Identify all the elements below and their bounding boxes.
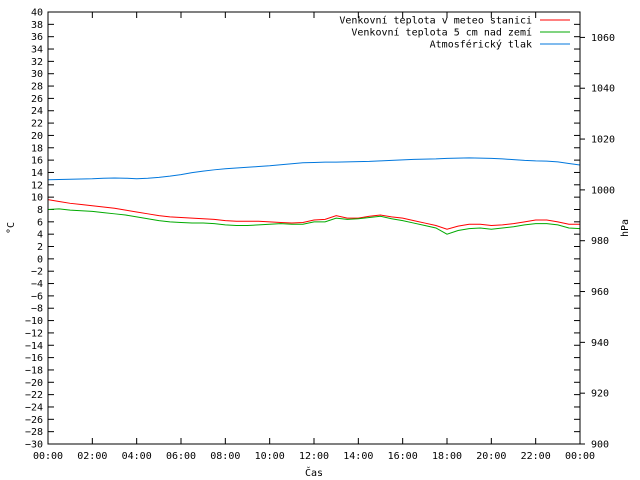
y2-axis-title: hPa [620,219,631,237]
x-tick-label: 00:00 [565,451,595,462]
y-tick-label: 18 [31,143,43,154]
y-tick-label: 38 [31,20,43,31]
y2-tick-label: 940 [591,338,609,349]
y2-tick-label: 1020 [591,135,615,146]
x-tick-label: 08:00 [210,451,240,462]
x-tick-label: 04:00 [122,451,152,462]
y-tick-label: 10 [31,193,43,204]
legend-label-2: Venkovní teplota 5 cm nad zemí [351,27,532,39]
ticks-layer [47,11,585,445]
y-tick-label: 30 [31,69,43,80]
y-tick-label: −8 [31,304,43,315]
y-tick-label: −20 [25,378,43,389]
series-line-1 [47,199,580,230]
plot-frame [47,11,581,445]
y2-tick-label: 1000 [591,185,615,196]
x-tick-label: 02:00 [77,451,107,462]
y-tick-label: 26 [31,94,43,105]
labels-layer: 4038363432302826242220181614121086420−2−… [25,8,615,463]
x-axis-title: Čas [305,466,323,479]
lines-layer [47,157,581,235]
y-tick-label: 8 [37,205,43,216]
x-tick-label: 10:00 [255,451,285,462]
y-tick-label: 20 [31,131,43,142]
y-tick-label: 2 [37,242,43,253]
legend-label-1: Venkovní teplota v meteo stanici [339,15,532,27]
x-tick-label: 06:00 [166,451,196,462]
y-tick-label: 6 [37,217,43,228]
y-tick-label: 40 [31,8,43,19]
x-tick-label: 22:00 [521,451,551,462]
y-tick-label: 24 [31,106,43,117]
y-tick-label: −10 [25,316,43,327]
y-tick-label: −14 [25,341,43,352]
x-tick-label: 16:00 [388,451,418,462]
x-tick-label: 20:00 [476,451,506,462]
y-tick-label: −30 [25,440,43,451]
y-tick-label: −12 [25,328,43,339]
y-tick-label: −18 [25,365,43,376]
x-tick-label: 18:00 [432,451,462,462]
y-tick-label: −6 [31,291,43,302]
y-tick-label: −16 [25,353,43,364]
y2-tick-label: 900 [591,440,609,451]
y-tick-label: 12 [31,180,43,191]
y-tick-label: 22 [31,119,43,130]
y-tick-label: 14 [31,168,43,179]
y-tick-label: 0 [37,254,43,265]
x-tick-label: 14:00 [343,451,373,462]
legend-label-3: Atmosférický tlak [430,39,532,51]
series-line-3 [47,157,581,181]
y-tick-label: 4 [37,230,43,241]
y-tick-label: 16 [31,156,43,167]
x-tick-label: 12:00 [299,451,329,462]
y-tick-label: 32 [31,57,43,68]
legend: Venkovní teplota v meteo staniciVenkovní… [339,15,570,51]
y-tick-label: 34 [31,45,43,56]
series-line-2 [47,208,581,235]
y2-tick-label: 960 [591,287,609,298]
y2-tick-label: 920 [591,389,609,400]
y2-tick-label: 1040 [591,84,615,95]
y-tick-label: −28 [25,427,43,438]
y-tick-label: −2 [31,267,43,278]
y-tick-label: 36 [31,32,43,43]
x-tick-label: 00:00 [33,451,63,462]
y-tick-label: −26 [25,415,43,426]
y2-tick-label: 1060 [591,33,615,44]
y-tick-label: −22 [25,390,43,401]
y-tick-label: −24 [25,402,43,413]
y2-tick-label: 980 [591,236,609,247]
y-tick-label: 28 [31,82,43,93]
y-axis-title: °C [6,222,17,234]
y-tick-label: −4 [31,279,43,290]
